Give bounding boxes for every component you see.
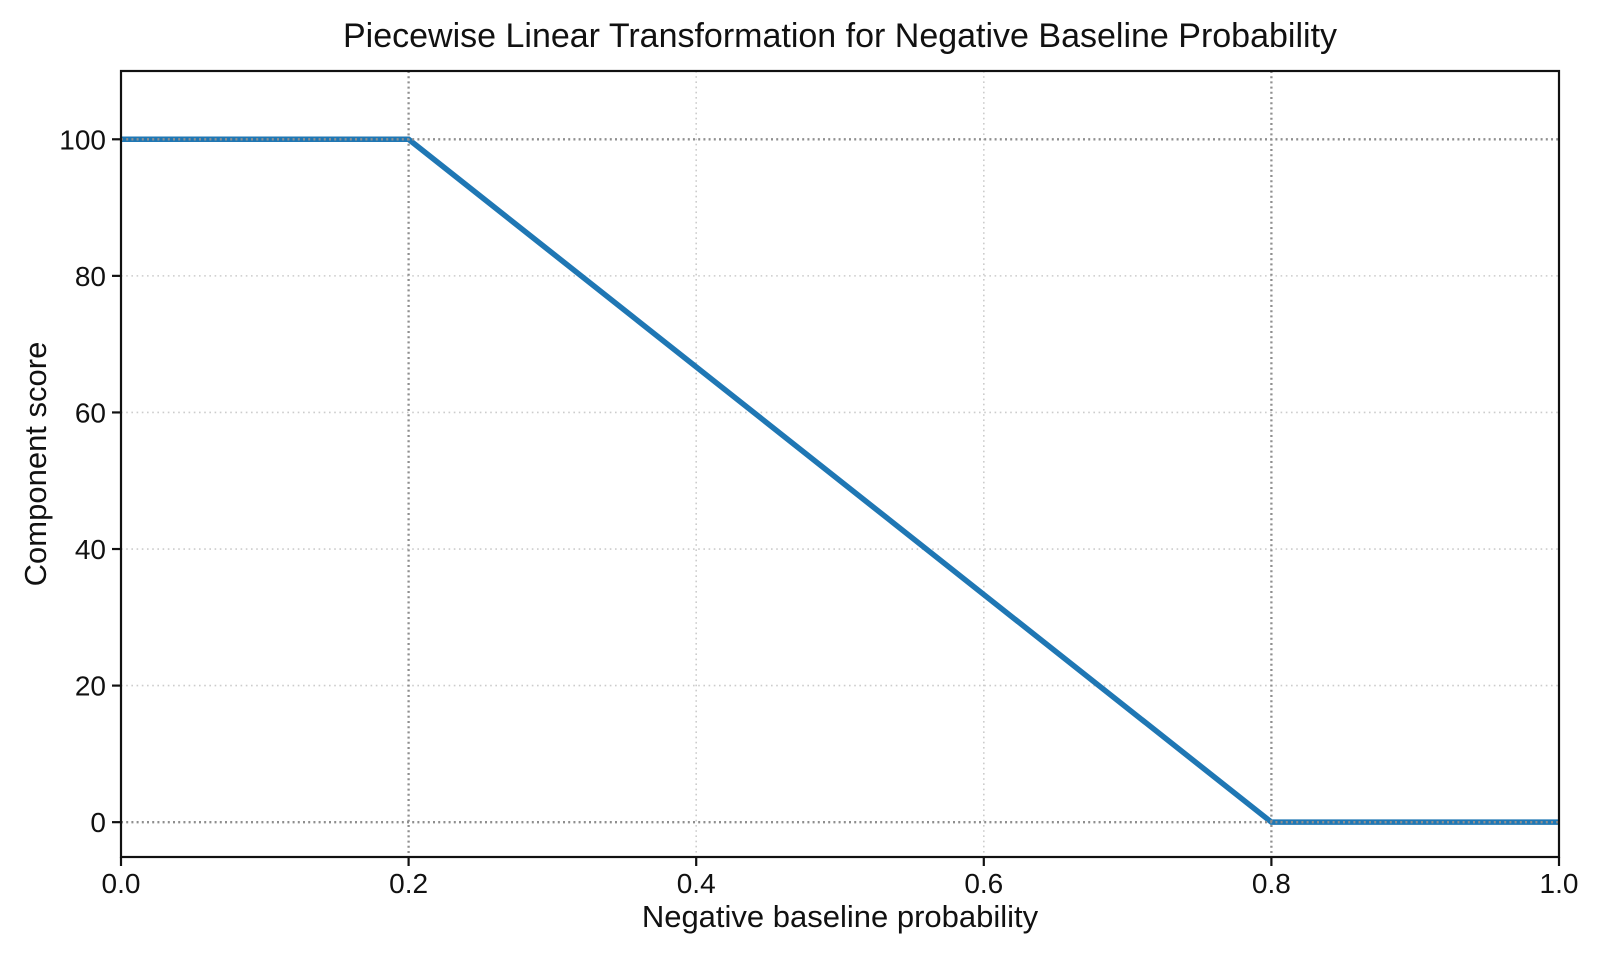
series-polyline bbox=[121, 136, 1559, 825]
y-axis-tick-labels: 0 20 40 60 80 100 bbox=[59, 124, 106, 838]
plot-border bbox=[119, 69, 1561, 859]
series-line bbox=[121, 136, 1559, 825]
axis-tick-marks bbox=[112, 138, 1561, 866]
y-axis-label: Component score bbox=[18, 342, 53, 587]
x-tick-label: 0.6 bbox=[964, 868, 1003, 899]
x-axis-label: Negative baseline probability bbox=[642, 899, 1039, 934]
gridlines bbox=[121, 71, 1559, 857]
y-tick-label: 40 bbox=[75, 534, 106, 565]
reference-lines bbox=[121, 71, 1559, 857]
x-tick-label: 0.8 bbox=[1252, 868, 1291, 899]
y-tick-label: 20 bbox=[75, 671, 106, 702]
x-tick-label: 0.0 bbox=[102, 868, 141, 899]
y-tick-label: 60 bbox=[75, 397, 106, 428]
y-tick-label: 80 bbox=[75, 261, 106, 292]
x-axis-tick-labels: 0.0 0.2 0.4 0.6 0.8 1.0 bbox=[102, 868, 1579, 899]
chart-title: Piecewise Linear Transformation for Nega… bbox=[343, 17, 1337, 55]
y-tick-label: 100 bbox=[59, 124, 106, 155]
x-tick-label: 1.0 bbox=[1540, 868, 1579, 899]
x-tick-label: 0.2 bbox=[389, 868, 428, 899]
y-tick-label: 0 bbox=[90, 807, 106, 838]
x-tick-label: 0.4 bbox=[677, 868, 716, 899]
